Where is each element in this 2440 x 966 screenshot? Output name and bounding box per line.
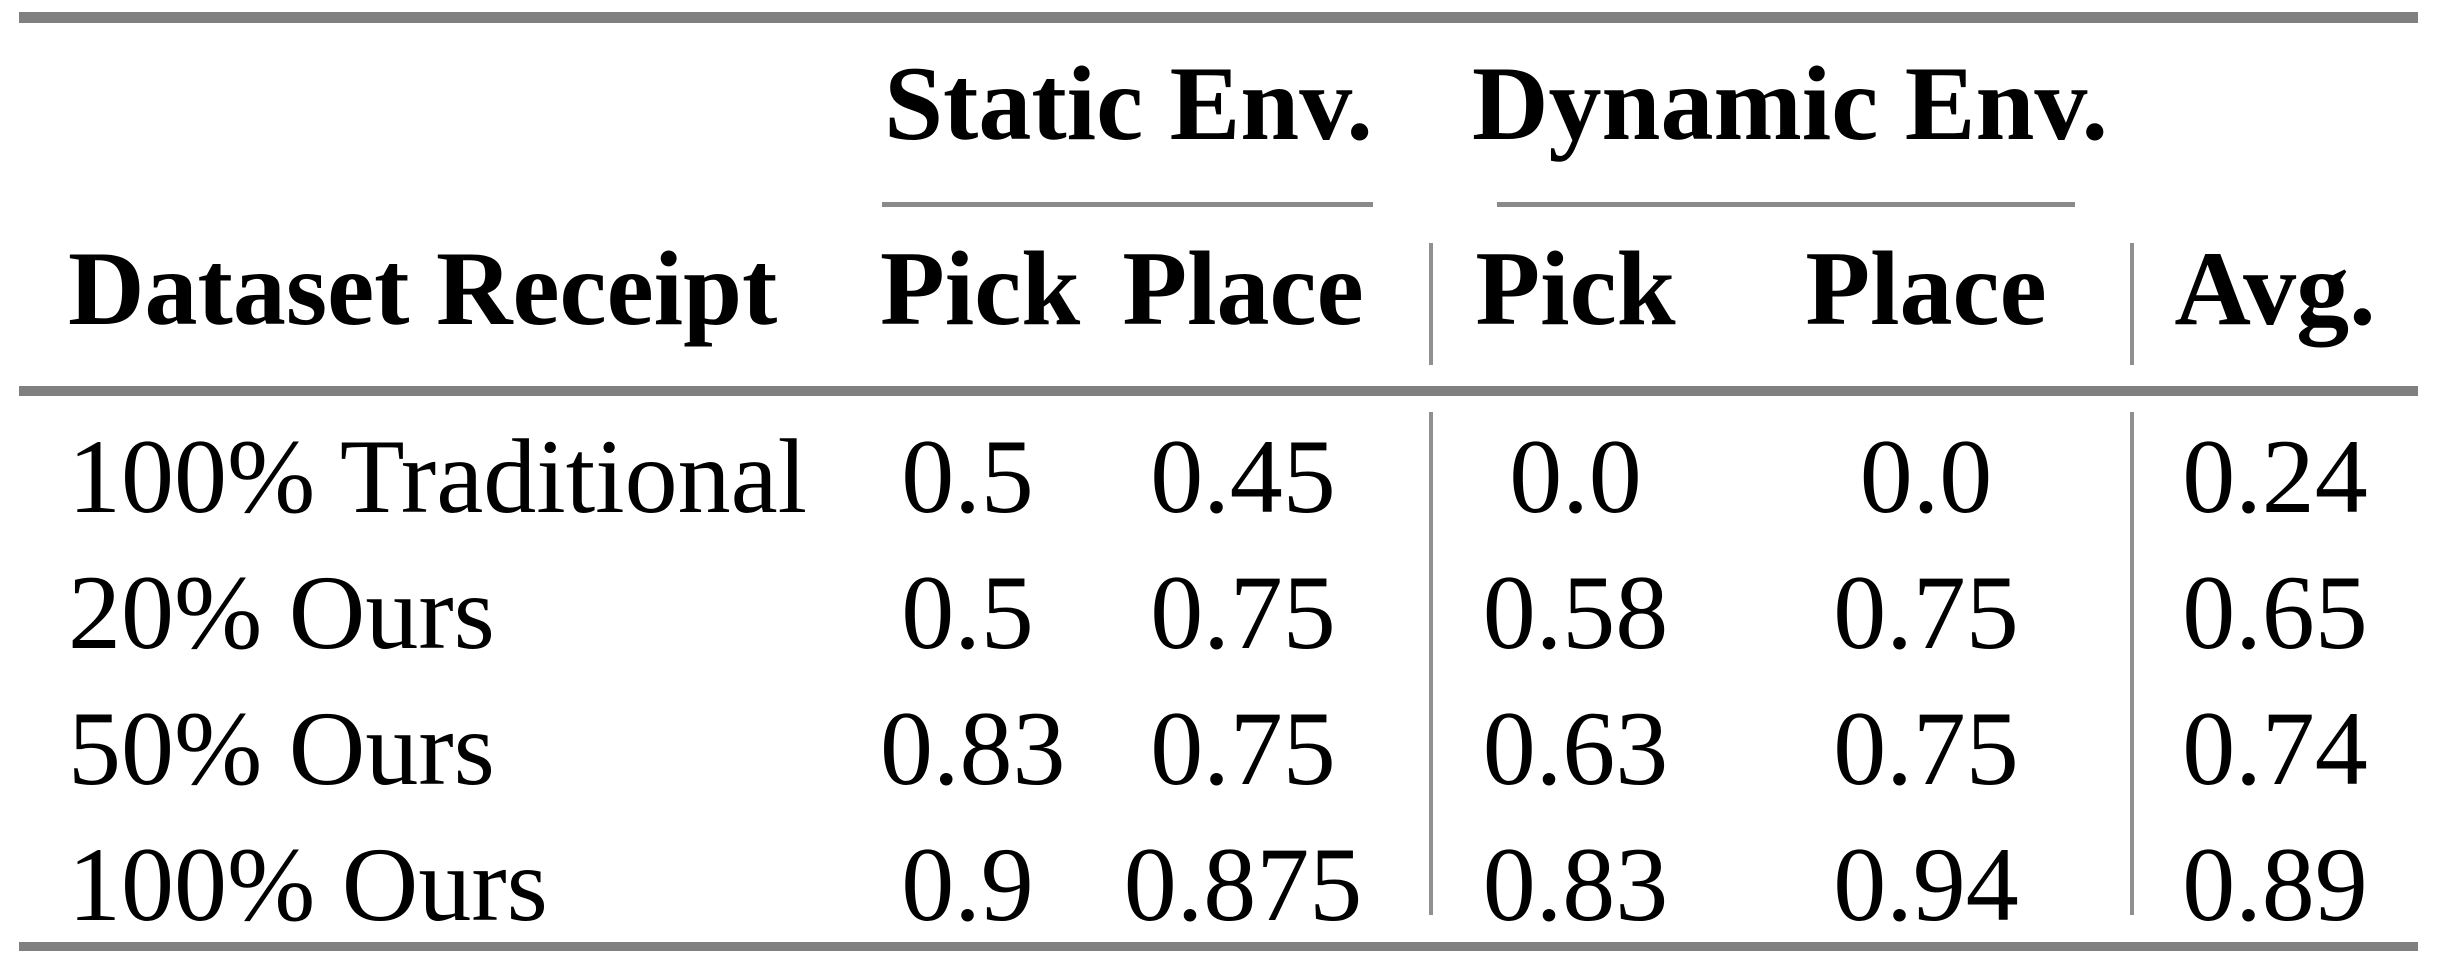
cell-avg: 0.65 [2182, 554, 2368, 671]
cell-static-place: 0.75 [1150, 554, 1336, 671]
top-rule [19, 12, 2418, 23]
header-divider-right [2130, 243, 2134, 365]
spanner-dynamic-env: Dynamic Env. [1471, 45, 2109, 162]
cell-avg: 0.24 [2182, 418, 2368, 535]
row-label: 100% Traditional [68, 418, 808, 535]
col-header-static-place: Place [1122, 230, 1364, 347]
col-header-dynamic-place: Place [1805, 230, 2047, 347]
col-header-dynamic-pick: Pick [1475, 230, 1676, 347]
col-header-static-pick: Pick [880, 230, 1081, 347]
cell-dynamic-pick: 0.0 [1509, 418, 1642, 535]
cell-avg: 0.89 [2182, 826, 2368, 943]
col-header-dataset-receipt: Dataset Receipt [68, 230, 778, 347]
cell-static-pick: 0.5 [901, 418, 1034, 535]
cell-dynamic-pick: 0.83 [1482, 826, 1669, 943]
body-divider-left [1429, 412, 1433, 915]
cell-static-place: 0.75 [1150, 690, 1336, 807]
row-label: 100% Ours [68, 826, 548, 943]
cell-static-pick: 0.9 [901, 826, 1034, 943]
cell-dynamic-place: 0.0 [1859, 418, 1993, 535]
cell-dynamic-pick: 0.58 [1482, 554, 1669, 671]
cell-static-place: 0.875 [1123, 826, 1363, 943]
header-divider-left [1429, 243, 1433, 365]
body-divider-right [2130, 412, 2134, 915]
cell-dynamic-place: 0.75 [1833, 690, 2019, 807]
row-label: 50% Ours [68, 690, 495, 807]
cell-static-pick: 0.5 [901, 554, 1034, 671]
col-header-avg: Avg. [2174, 230, 2376, 347]
cell-static-place: 0.45 [1150, 418, 1336, 535]
bottom-rule [19, 942, 2418, 951]
cell-static-pick: 0.83 [880, 690, 1066, 807]
dynamic-env-underline [1497, 202, 2075, 207]
spanner-static-env: Static Env. [884, 45, 1373, 162]
static-env-underline [882, 202, 1373, 207]
cell-avg: 0.74 [2182, 690, 2368, 807]
cell-dynamic-pick: 0.63 [1482, 690, 1669, 807]
mid-rule [19, 386, 2418, 396]
cell-dynamic-place: 0.94 [1833, 826, 2019, 943]
row-label: 20% Ours [68, 554, 495, 671]
cell-dynamic-place: 0.75 [1833, 554, 2019, 671]
